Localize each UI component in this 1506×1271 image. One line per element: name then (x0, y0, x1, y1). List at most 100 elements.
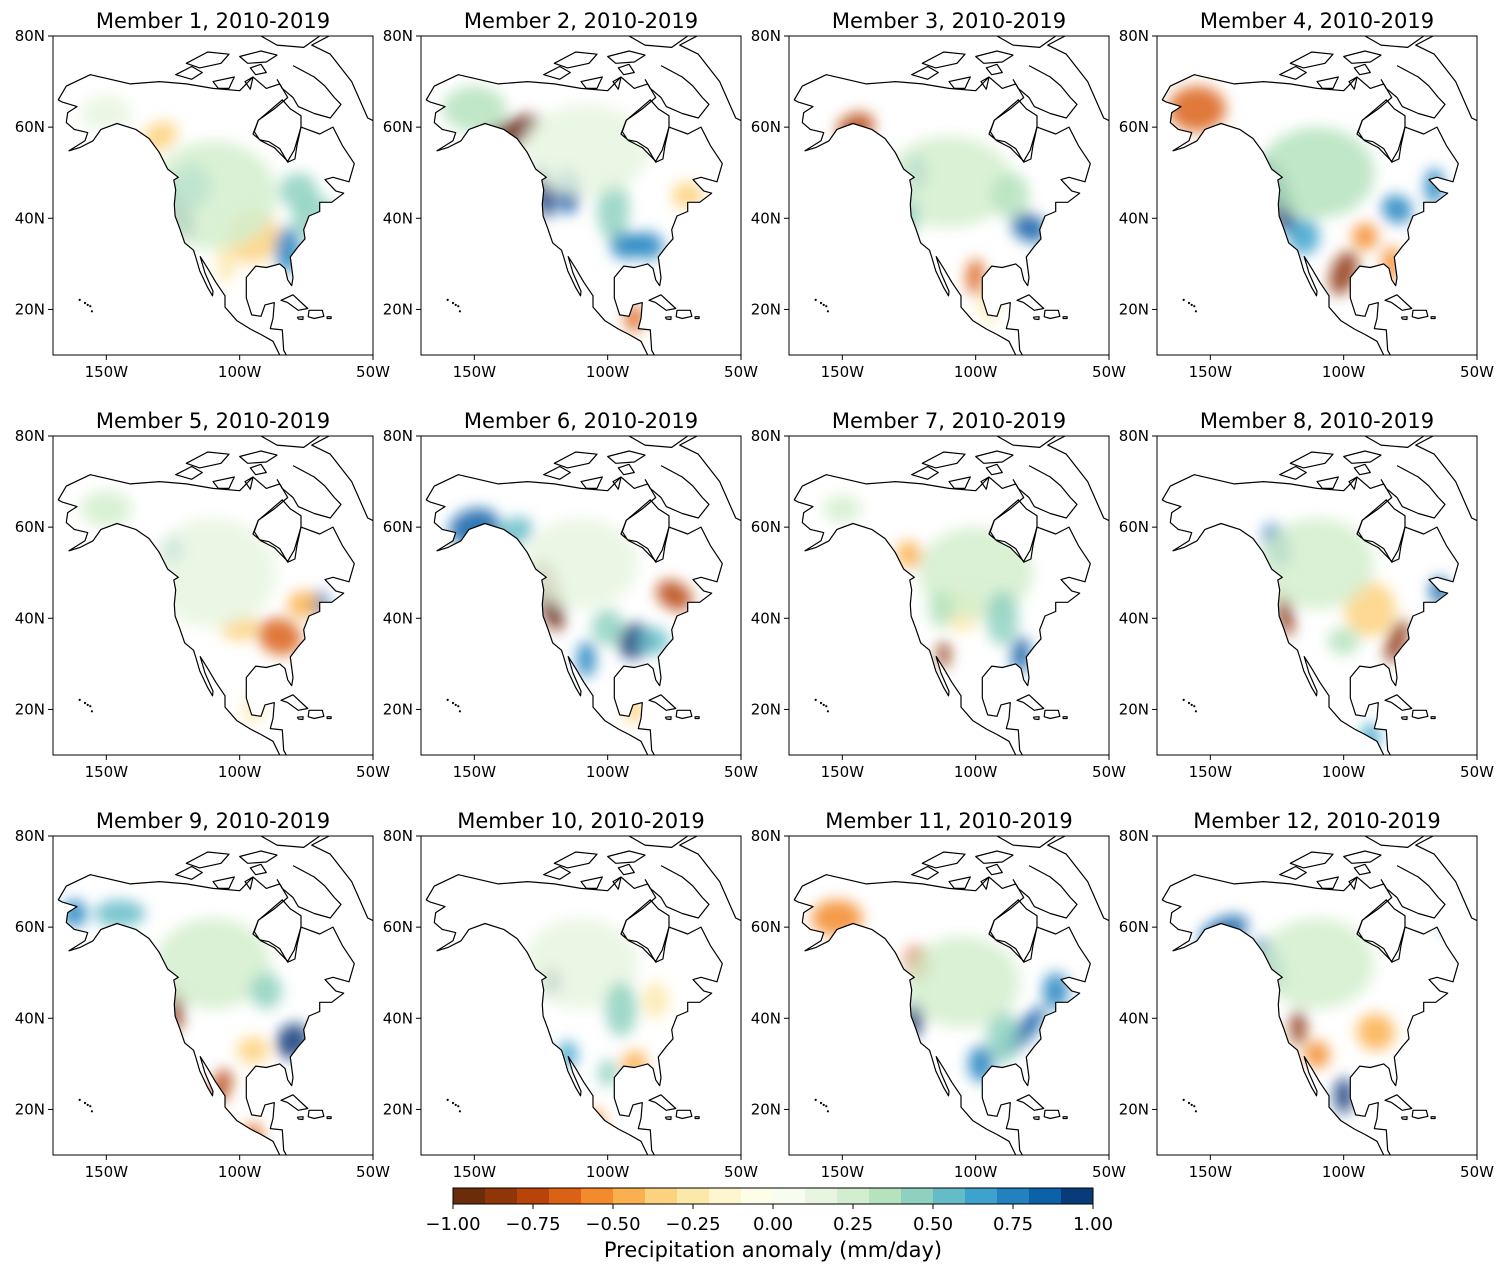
coastlines (1161, 436, 1477, 755)
anomaly-region (904, 936, 1020, 1028)
lat-tick-label: 20N (1119, 1100, 1149, 1118)
lat-tick-label: 40N (1119, 209, 1149, 227)
lon-tick-label: 100W (586, 1163, 630, 1181)
lat-tick-label: 80N (15, 427, 45, 445)
lat-tick-label: 80N (751, 427, 781, 445)
colorbar-swatch (709, 1188, 742, 1204)
anomaly-region (1011, 212, 1047, 243)
lat-tick-label: 60N (751, 518, 781, 536)
colorbar-tick-label: 0.25 (833, 1214, 873, 1235)
map-frame (52, 35, 374, 356)
lat-tick-label: 80N (1119, 27, 1149, 45)
lat-tick-label: 40N (383, 1009, 413, 1027)
anomaly-region (1290, 1009, 1307, 1046)
anomaly-region (637, 627, 669, 655)
lat-tick-label: 80N (383, 427, 413, 445)
anomaly-region (149, 140, 277, 251)
colorbar-swatch (837, 1188, 870, 1204)
anomaly-region (1304, 1041, 1330, 1069)
anomaly-region (1334, 1077, 1354, 1114)
lon-tick-label: 150W (1189, 363, 1233, 381)
anomaly-region (442, 86, 507, 132)
anomaly-region (523, 918, 639, 1010)
map-frame (1156, 435, 1478, 756)
map-frame (420, 435, 742, 756)
map-panel: Member 1, 2010-2019 20N 40N 60N 80N 150W 100W 5… (15, 9, 390, 381)
lat-tick-label: 20N (383, 1100, 413, 1118)
coastlines (57, 836, 373, 1155)
map-panel: Member 11, 2010-2019 20N 40N 60N 80N 150W 100W… (751, 809, 1126, 1181)
lon-tick-label: 50W (724, 1163, 758, 1181)
lat-tick-label: 60N (751, 918, 781, 936)
lon-tick-label: 150W (85, 1163, 129, 1181)
panel-title: Member 6, 2010-2019 (464, 409, 698, 433)
lon-tick-label: 50W (356, 1163, 390, 1181)
anomaly-region (1385, 619, 1409, 663)
map-panel: Member 10, 2010-2019 20N 40N 60N 80N 150W 100W… (383, 809, 758, 1181)
lat-tick-label: 60N (1119, 118, 1149, 136)
lon-tick-label: 50W (724, 763, 758, 781)
colorbar-swatch (581, 1188, 614, 1204)
colorbar-tick-label: 0.00 (753, 1214, 793, 1235)
lon-tick-label: 100W (954, 763, 998, 781)
colorbar-tick-label: 1.00 (1073, 1214, 1113, 1235)
map-frame (420, 835, 742, 1156)
anomaly-region (885, 136, 1013, 228)
lon-tick-label: 150W (453, 763, 497, 781)
colorbar-swatches (452, 1187, 1094, 1205)
lat-tick-label: 80N (383, 827, 413, 845)
anomaly-region (1168, 86, 1226, 132)
anomaly-region (522, 104, 651, 196)
anomaly-region (576, 641, 596, 678)
lat-tick-label: 40N (1119, 1009, 1149, 1027)
colorbar: −1.00 −0.75 −0.50 −0.25 0.00 0.25 0.50 0.75 1.00… (425, 1187, 1113, 1262)
lat-tick-label: 60N (383, 118, 413, 136)
lat-tick-label: 80N (1119, 827, 1149, 845)
anomaly-region (986, 1009, 1019, 1064)
lat-tick-label: 20N (751, 300, 781, 318)
lat-tick-label: 40N (751, 209, 781, 227)
anomaly-region (1287, 218, 1320, 255)
lat-tick-label: 40N (383, 209, 413, 227)
anomaly-region (155, 918, 271, 1010)
map-frame (420, 35, 742, 356)
anomaly-region (1259, 127, 1375, 219)
coastlines (793, 436, 1109, 755)
lat-tick-label: 60N (1119, 518, 1149, 536)
lat-tick-label: 80N (383, 27, 413, 45)
lon-tick-label: 50W (1460, 1163, 1494, 1181)
map-panel: Member 7, 2010-2019 20N 40N 60N 80N 150W 100W 5… (751, 409, 1126, 781)
anomaly-field (823, 495, 1037, 673)
lat-tick-label: 20N (1119, 700, 1149, 718)
colorbar-swatch (805, 1188, 838, 1204)
colorbar-swatch (613, 1188, 646, 1204)
lon-tick-label: 150W (821, 1163, 865, 1181)
lon-tick-label: 50W (1460, 363, 1494, 381)
lat-tick-label: 60N (1119, 918, 1149, 936)
map-frame (788, 35, 1110, 356)
lat-tick-label: 60N (15, 518, 45, 536)
lon-tick-label: 100W (586, 763, 630, 781)
map-panel: Member 6, 2010-2019 20N 40N 60N 80N 150W 100W 5… (383, 409, 758, 781)
colorbar-swatch (485, 1188, 518, 1204)
anomaly-region (149, 518, 277, 628)
lat-tick-label: 80N (1119, 427, 1149, 445)
coastlines (57, 436, 373, 755)
anomaly-region (1381, 194, 1413, 224)
anomaly-region (80, 95, 132, 132)
coastlines (425, 836, 741, 1155)
anomaly-region (523, 518, 639, 610)
anomaly-region (598, 1059, 618, 1087)
anomaly-region (279, 172, 318, 210)
colorbar-ticks: −1.00 −0.75 −0.50 −0.25 0.00 0.25 0.50 0.75 1.00 (425, 1204, 1113, 1235)
lat-tick-label: 60N (15, 118, 45, 136)
colorbar-tick-label: −0.25 (665, 1214, 720, 1235)
lon-tick-label: 100W (1322, 763, 1366, 781)
colorbar-swatch (901, 1188, 934, 1204)
colorbar-swatch (517, 1188, 550, 1204)
anomaly-region (237, 1036, 269, 1064)
lat-tick-label: 20N (15, 300, 45, 318)
lon-tick-label: 100W (954, 1163, 998, 1181)
colorbar-swatch (645, 1188, 678, 1204)
lon-tick-label: 100W (954, 363, 998, 381)
